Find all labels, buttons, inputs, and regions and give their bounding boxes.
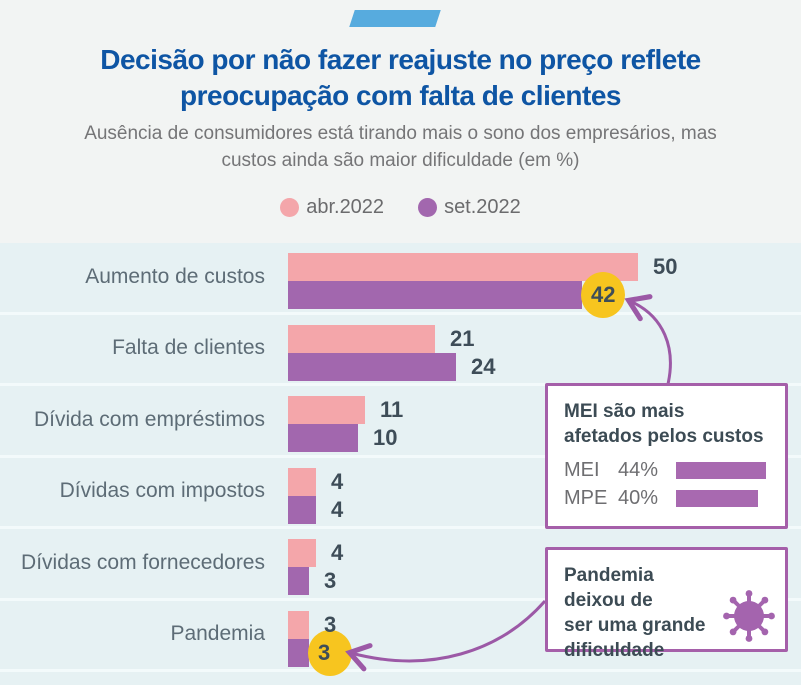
bar-set2022 [288,281,582,309]
legend-item-abr2022: abr.2022 [280,196,384,219]
callout-pandemia-line3: dificuldade [564,640,665,661]
category-label: Aumento de custos [85,264,265,288]
mpe-row-value: 40% [618,486,659,509]
category-label: Falta de clientes [112,336,265,359]
bar-abr2022 [288,610,309,639]
value-label: 21 [450,325,475,351]
mpe-row-bar [676,489,758,507]
bar-abr2022 [288,253,638,281]
chart-legend: abr.2022 set.2022 [0,196,801,219]
callout-mei-title-line2: afetados pelos custos [564,426,764,447]
callout-pandemia-line1: Pandemia deixou de [564,565,654,611]
highlight-circle [308,629,352,676]
legend-item-set2022: set.2022 [418,196,521,219]
value-label: 24 [471,353,496,379]
callout-pandemia: Pandemia deixou de ser uma grande dificu… [545,547,788,661]
page-subtitle-line2: custos ainda são maior dificuldade (em %… [221,150,580,171]
bar-set2022 [288,424,358,452]
page-subtitle: Ausência de consumidores está tirando ma… [40,120,761,174]
legend-dot-set2022-icon [418,198,438,217]
value-label: 4 [331,496,344,522]
category-label: Dívida com empréstimos [33,407,265,431]
chart-bottom-band [0,672,801,685]
mei-row-value: 44% [618,458,659,481]
page-title: Decisão por não fazer reajuste no preço … [50,42,751,114]
mei-row-label: MEI [564,458,600,481]
value-label: 3 [324,568,337,593]
decorative-bar [349,10,441,27]
bar-set2022 [288,638,309,667]
legend-label-set2022: set.2022 [444,196,521,218]
callout-pandemia-line2: ser uma grande [564,615,706,636]
mpe-row: MPE 40% [564,484,769,512]
value-label: 42 [591,282,616,307]
value-label: 3 [324,611,337,637]
value-label: 3 [318,639,331,665]
category-label: Dívidas com impostos [59,479,265,502]
callout-mei-title-line1: MEI são mais [564,401,685,422]
mpe-row-label: MPE [564,486,608,509]
page-title-line2: preocupação com falta de clientes [180,80,622,111]
virus-icon [723,590,775,642]
legend-dot-abr2022-icon [280,198,300,217]
bar-abr2022 [288,467,316,496]
bar-set2022 [288,352,456,381]
value-label: 11 [380,397,404,422]
mei-row: MEI 44% [564,456,769,484]
legend-label-abr2022: abr.2022 [306,196,385,218]
bar-abr2022 [288,396,365,424]
callout-mei-rows: MEI 44% MPE 40% [564,456,769,512]
value-label: 10 [373,425,398,450]
bar-set2022 [288,567,309,595]
highlight-circle [581,272,625,318]
page-title-line1: Decisão por não fazer reajuste no preço … [100,44,701,75]
bar-abr2022 [288,324,435,353]
value-label: 4 [331,540,344,565]
page-subtitle-line1: Ausência de consumidores está tirando ma… [84,123,717,144]
bar-abr2022 [288,539,316,567]
callout-mei-title: MEI são mais afetados pelos custos [564,399,769,449]
value-label: 50 [653,254,678,279]
category-label: Pandemia [170,622,265,645]
bar-set2022 [288,495,316,524]
value-label: 4 [331,468,344,494]
category-label: Dívidas com fornecedores [21,550,265,574]
callout-pandemia-text: Pandemia deixou de ser uma grande dificu… [564,563,715,663]
callout-mei: MEI são mais afetados pelos custos MEI 4… [545,383,788,529]
mei-row-bar [676,461,767,479]
